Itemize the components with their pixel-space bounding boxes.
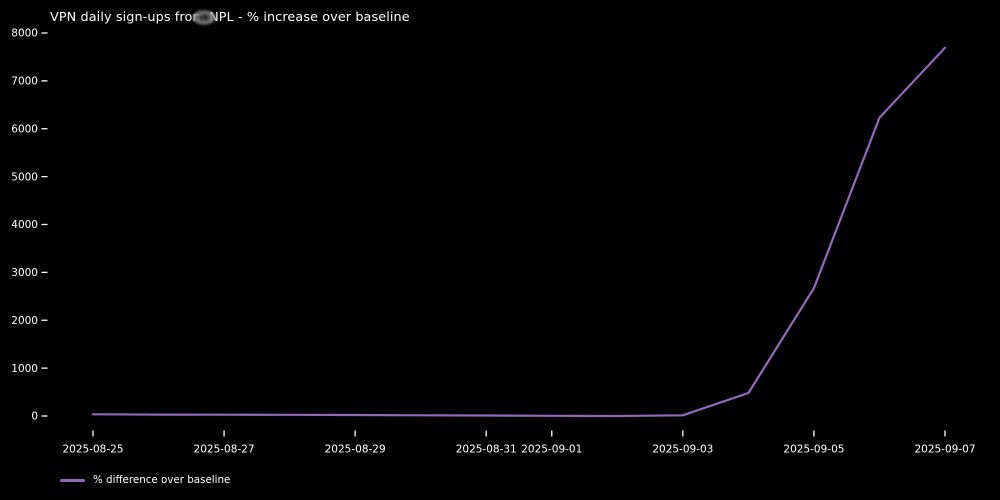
- y-tick-label: 6000: [11, 123, 38, 135]
- x-tick-label: 2025-08-25: [62, 444, 123, 456]
- series-line: [91, 46, 947, 418]
- legend-line-swatch: [60, 478, 85, 482]
- y-tick-label: 5000: [11, 171, 38, 183]
- x-axis: 2025-08-25 2025-08-27 2025-08-29 2025-08-31…: [62, 430, 976, 456]
- x-tick-label: 2025-08-31: [456, 444, 517, 456]
- x-tick-label: 2025-09-05: [783, 444, 844, 456]
- legend: % difference over baseline: [60, 471, 230, 489]
- series-group: [91, 46, 947, 418]
- y-axis: 0 1000 2000 3000 4000 5000 6000 7000 8000: [11, 28, 48, 423]
- chart-title: VPN daily sign-ups from NPL - % increase…: [50, 10, 410, 25]
- x-tick-label: 2025-08-29: [325, 444, 386, 456]
- x-tick-label: 2025-09-01: [521, 444, 582, 456]
- x-tick-label: 2025-09-03: [652, 444, 713, 456]
- y-tick-label: 7000: [11, 76, 38, 88]
- y-tick-label: 3000: [11, 267, 38, 279]
- y-tick-label: 4000: [11, 219, 38, 231]
- legend-label: % difference over baseline: [93, 474, 231, 486]
- y-tick-label: 2000: [11, 315, 38, 327]
- y-tick-label: 1000: [11, 363, 38, 375]
- x-tick-label: 2025-08-27: [194, 444, 255, 456]
- x-tick-label: 2025-09-07: [914, 444, 975, 456]
- y-tick-label: 0: [31, 411, 38, 423]
- y-tick-label: 8000: [11, 28, 38, 40]
